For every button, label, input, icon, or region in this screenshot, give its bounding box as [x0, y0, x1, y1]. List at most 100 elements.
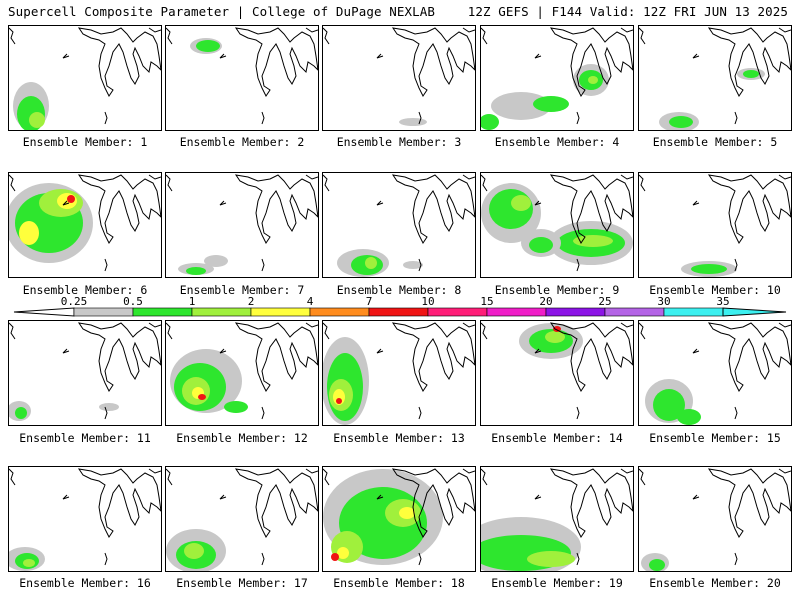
coastline — [549, 174, 633, 244]
map-panel — [9, 174, 161, 272]
title-left: Supercell Composite Parameter | College … — [8, 4, 436, 19]
coastline — [104, 406, 108, 420]
colorbar-right-arrow — [722, 307, 787, 317]
ensemble-panel — [165, 172, 319, 278]
color-scale-bar — [13, 307, 787, 317]
ensemble-member-label: Ensemble Member: 16 — [19, 576, 151, 590]
coastline — [639, 27, 646, 45]
ensemble-member-label: Ensemble Member: 1 — [22, 135, 148, 149]
map-panel — [639, 27, 791, 130]
coastline — [62, 348, 70, 354]
coastline — [323, 27, 330, 45]
map-panel — [481, 27, 633, 130]
scp-contour-fill — [196, 40, 220, 52]
coastline — [166, 27, 173, 45]
colorbar-tick-label: 10 — [421, 295, 435, 308]
scp-contour-fill — [481, 114, 499, 130]
ensemble-panel — [165, 466, 319, 572]
ensemble-panel — [165, 320, 319, 426]
ensemble-panel — [322, 466, 476, 572]
ensemble-member-label: Ensemble Member: 7 — [179, 283, 305, 297]
ensemble-member-label: Ensemble Member: 14 — [491, 431, 623, 445]
scp-contour-fill — [677, 409, 701, 425]
coastline — [462, 174, 475, 180]
scp-contour-fill — [67, 195, 75, 203]
coastline — [620, 322, 633, 328]
coastline — [734, 406, 738, 420]
map-panel — [639, 174, 791, 277]
coastline — [219, 200, 227, 206]
coastline — [481, 174, 488, 192]
scp-contour-fill — [198, 394, 206, 400]
coastline — [576, 406, 580, 420]
coastline — [104, 552, 108, 566]
coastline — [418, 552, 422, 566]
coastline — [534, 348, 542, 354]
ensemble-panel — [480, 466, 634, 572]
coastline — [376, 53, 384, 59]
coastline — [234, 27, 318, 97]
coastline — [778, 174, 791, 180]
coastline — [734, 111, 738, 125]
coastline — [707, 174, 791, 244]
map-panel — [481, 468, 633, 571]
title-right: 12Z GEFS | F144 Valid: 12Z FRI JUN 13 20… — [467, 4, 788, 19]
coastline — [462, 468, 475, 474]
coastline — [148, 468, 161, 474]
map-panel — [481, 322, 633, 420]
ensemble-panel — [638, 320, 792, 426]
coastline — [9, 468, 16, 486]
coastline — [261, 406, 265, 420]
ensemble-member-label: Ensemble Member: 18 — [333, 576, 465, 590]
coastline — [219, 494, 227, 500]
coastline — [620, 468, 633, 474]
scp-contour-fill — [186, 267, 206, 275]
coastline — [62, 494, 70, 500]
coastline — [462, 27, 475, 33]
coastline — [734, 552, 738, 566]
coastline — [77, 322, 161, 392]
coastline — [576, 258, 580, 272]
coastline — [707, 322, 791, 392]
coastline — [576, 552, 580, 566]
coastline — [323, 468, 330, 486]
coastline — [534, 200, 542, 206]
scp-contour-fill — [691, 264, 727, 274]
coastline — [639, 174, 646, 192]
coastline — [376, 348, 384, 354]
map-panel — [166, 322, 318, 420]
coastline — [77, 27, 161, 97]
ensemble-panel — [638, 172, 792, 278]
colorbar-tick-label: 0.5 — [123, 295, 143, 308]
coastline — [261, 552, 265, 566]
coastline — [462, 322, 475, 328]
colorbar-tick-label: 35 — [716, 295, 730, 308]
coastline — [707, 468, 791, 538]
colorbar-tick-label: 4 — [306, 295, 314, 308]
coastline — [234, 174, 318, 244]
coastline — [234, 322, 318, 392]
coastline — [376, 494, 384, 500]
colorbar-tick-label: 1 — [188, 295, 196, 308]
ensemble-member-label: Ensemble Member: 6 — [22, 283, 148, 297]
colorbar-swatch — [486, 307, 547, 317]
scp-contour-fill — [29, 112, 45, 128]
scp-contour-fill — [365, 257, 377, 269]
coastline — [391, 174, 475, 244]
coastline — [692, 200, 700, 206]
ensemble-panel — [322, 172, 476, 278]
map-panel — [639, 322, 791, 425]
colorbar-tick-label: 15 — [480, 295, 494, 308]
coastline — [305, 468, 318, 474]
coastline — [62, 53, 70, 59]
scp-contour-fill — [529, 237, 553, 253]
ensemble-member-label: Ensemble Member: 10 — [649, 283, 781, 297]
coastline — [549, 322, 633, 392]
colorbar-swatch — [545, 307, 606, 317]
coastline — [734, 258, 738, 272]
map-panel — [9, 322, 161, 421]
coastline — [391, 468, 475, 538]
ensemble-panel — [165, 25, 319, 131]
ensemble-panel — [8, 172, 162, 278]
scp-contour-fill — [649, 559, 665, 571]
